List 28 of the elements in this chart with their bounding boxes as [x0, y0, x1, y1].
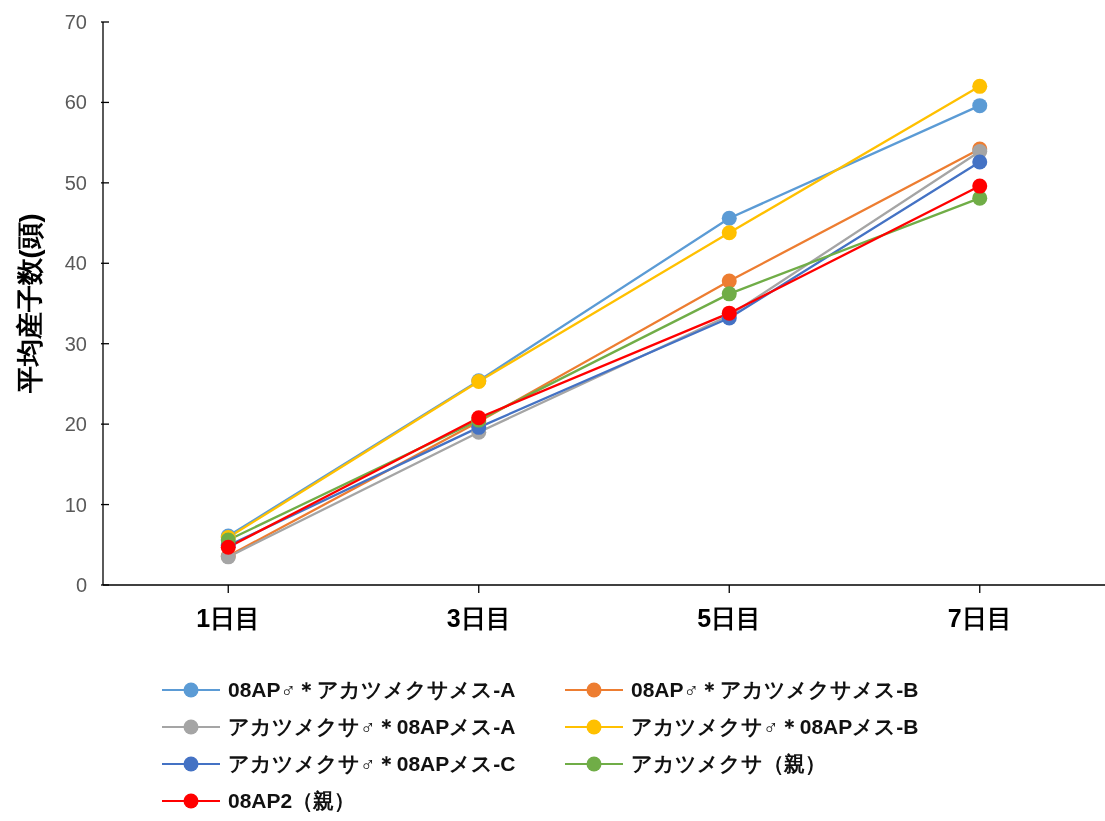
- y-axis-title: 平均産子数(頭): [15, 213, 45, 395]
- legend-label: アカツメクサ♂＊08APメス-B: [631, 714, 919, 741]
- y-tick-label: 10: [64, 493, 87, 516]
- legend-label: 08AP♂＊アカツメクサメス-B: [631, 677, 919, 704]
- y-tick-label: 0: [75, 574, 87, 596]
- legend-label: アカツメクサ（親）: [631, 751, 826, 777]
- point: [721, 210, 737, 226]
- point: [972, 178, 988, 194]
- y-tick-label: 70: [64, 11, 87, 33]
- point: [721, 273, 737, 289]
- point: [721, 286, 737, 302]
- legend-label: アカツメクサ♂＊08APメス-C: [228, 751, 516, 777]
- y-tick-label: 50: [64, 171, 87, 194]
- point: [972, 154, 988, 170]
- y-tick-label: 30: [64, 332, 87, 355]
- legend-label: アカツメクサ♂＊08APメス-A: [228, 714, 516, 741]
- point: [972, 78, 988, 94]
- point: [721, 225, 737, 241]
- x-tick-label: 7日目: [947, 603, 1012, 632]
- point: [972, 98, 988, 114]
- y-tick-label: 40: [64, 252, 87, 275]
- legend-label: 08AP2（親）: [228, 787, 356, 814]
- y-tick-label: 60: [64, 91, 87, 114]
- x-tick-label: 5日目: [697, 603, 762, 632]
- x-tick-label: 1日目: [196, 603, 261, 632]
- y-tick-label: 20: [64, 413, 87, 436]
- legend-label: 08AP♂＊アカツメクサメス-A: [228, 677, 516, 704]
- x-tick-label: 3日目: [446, 603, 511, 632]
